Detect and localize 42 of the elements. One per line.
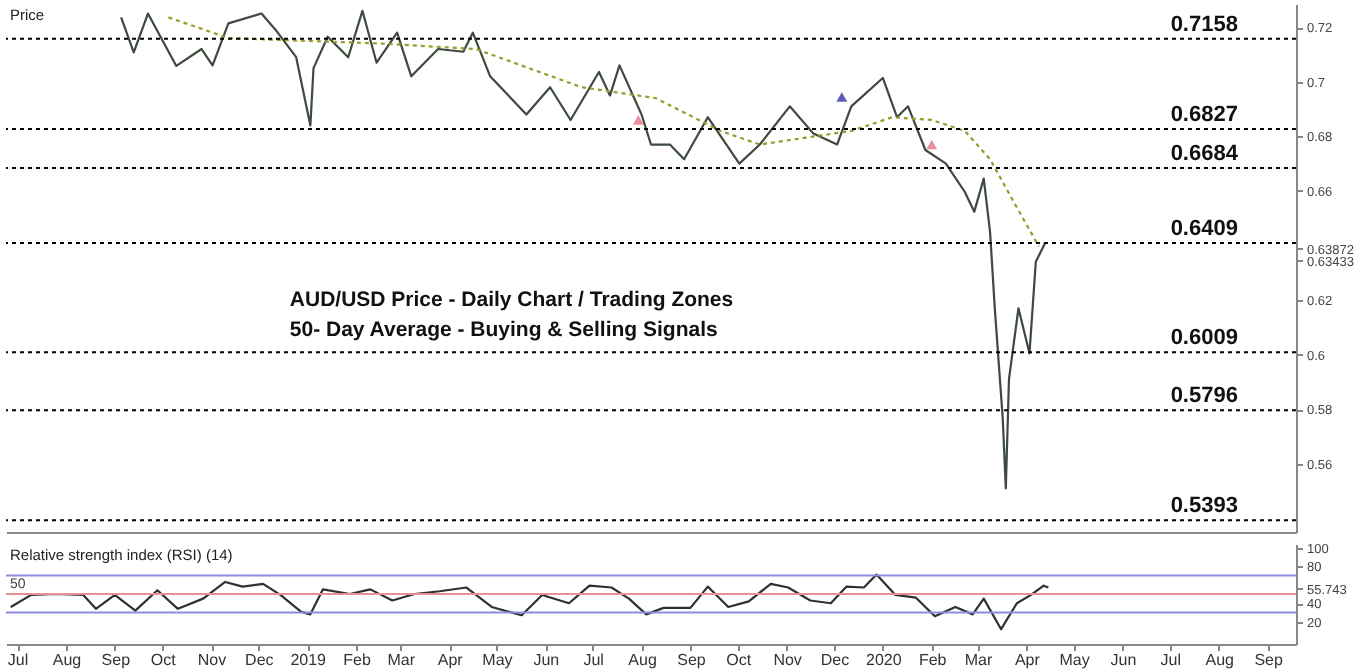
ref-line-label: 0.6009 (1170, 326, 1238, 351)
line-series (120, 9, 1047, 490)
x-tick-label: Oct (726, 651, 753, 669)
x-tick-label: 2019 (290, 651, 328, 669)
x-tick-label: Dec (820, 651, 850, 669)
x-tick-label: Apr (1014, 651, 1041, 669)
x-tick-label: Sep (677, 651, 707, 669)
x-tick-label: May (1059, 651, 1090, 669)
ref-line-label: 0.6827 (1170, 102, 1238, 127)
x-tick-label: Jul (583, 651, 605, 669)
x-tick-label: Mar (387, 651, 416, 669)
point (836, 92, 848, 102)
x-tick-label: Sep (101, 651, 132, 669)
x-tick-label: Jun (533, 651, 560, 669)
x-tick-label: Jul (1160, 651, 1182, 669)
x-tick-label: 2020 (866, 651, 903, 669)
ref-line-label: 0.5796 (1170, 384, 1238, 409)
line-series (9, 573, 1050, 631)
ref-line-label: 0.5393 (1170, 494, 1238, 519)
x-tick-label: Nov (773, 651, 802, 669)
ref-line-label: 0.6684 (1170, 141, 1240, 166)
x-tick-label: Aug (628, 651, 657, 669)
x-tick-label: Feb (343, 651, 372, 669)
x-tick-label: Mar (964, 651, 993, 669)
x-tick-label: Aug (1205, 651, 1234, 669)
x-tick-label: Feb (918, 651, 948, 669)
line-series (167, 16, 1041, 248)
x-tick-label: Aug (52, 651, 82, 669)
ref-line-label: 0.7158 (1170, 12, 1238, 37)
annotation: 50- Day Average - Buying & Selling Signals (289, 317, 719, 342)
x-tick-label: Oct (150, 651, 178, 669)
x-tick-label: Apr (437, 651, 464, 669)
x-tick-label: Jul (7, 651, 29, 669)
point (632, 115, 644, 125)
point (926, 139, 938, 150)
x-tick-label: Sep (1254, 651, 1284, 669)
x-tick-label: Jun (1110, 651, 1137, 669)
x-tick-label: May (482, 651, 513, 669)
x-tick-label: Dec (245, 651, 274, 669)
annotation: AUD/USD Price - Daily Chart / Trading Zones (289, 287, 734, 312)
ref-line-label: 0.6409 (1170, 217, 1238, 242)
x-tick-label: Nov (197, 651, 227, 669)
